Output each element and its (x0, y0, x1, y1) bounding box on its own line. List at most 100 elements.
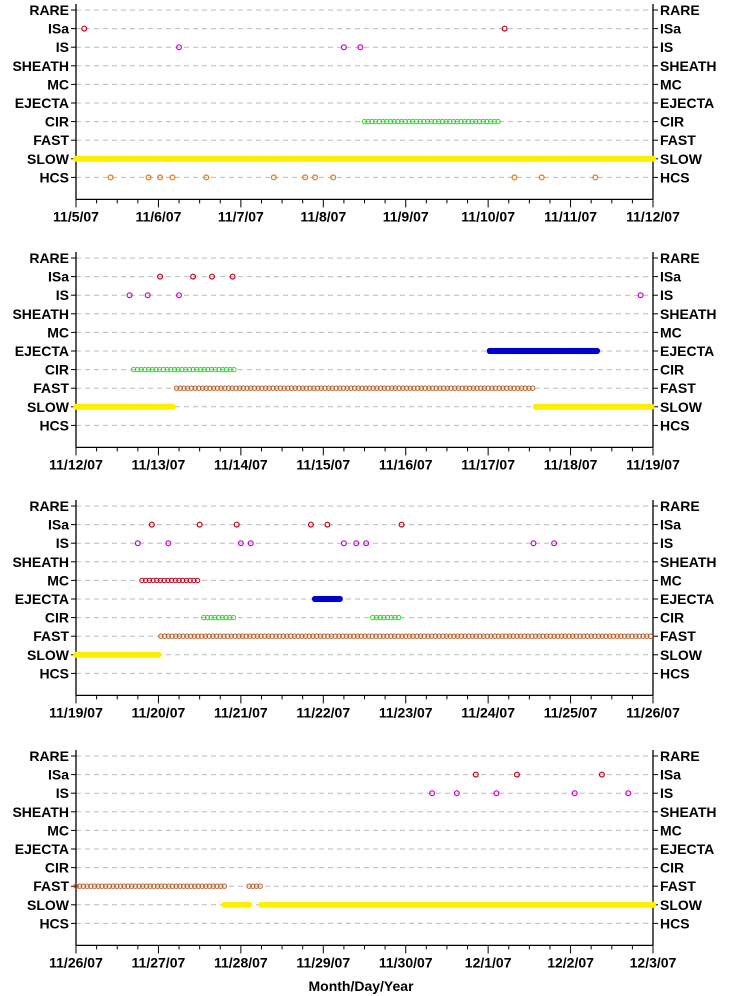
data-point-fast (221, 633, 227, 639)
data-point-fast (88, 883, 94, 889)
data-point-ejecta (336, 595, 343, 603)
data-point-fast (429, 385, 436, 391)
data-point-fast (77, 883, 83, 889)
data-point-fast (470, 385, 477, 391)
data-point-fast (454, 633, 461, 639)
x-tick-label: 11/16/07 (379, 456, 433, 472)
data-point-fast (224, 633, 231, 639)
data-point-cir (156, 366, 163, 373)
data-point-fast (422, 385, 428, 391)
data-point-fast (373, 633, 379, 639)
data-point-fast (547, 633, 554, 639)
left-y-tick-label: FAST (33, 380, 69, 396)
data-point-fast (433, 385, 439, 391)
data-point-fast (251, 385, 258, 391)
right-y-tick-label: SHEATH (660, 306, 717, 322)
data-point-fast (359, 385, 365, 391)
data-point-fast (529, 633, 535, 639)
left-y-tick-label: MC (47, 324, 69, 340)
right-y-tick-label: RARE (660, 250, 700, 266)
data-point-mc (191, 577, 197, 584)
data-point-fast (540, 633, 546, 639)
data-point-cir (487, 118, 494, 125)
data-point-fast (288, 633, 294, 639)
data-point-cir (230, 614, 237, 621)
data-point-isa (229, 273, 236, 280)
data-point-mc (172, 577, 179, 584)
data-point-fast (250, 883, 256, 889)
data-point-cir (134, 366, 141, 373)
data-point-fast (247, 633, 253, 639)
data-point-fast (295, 633, 301, 639)
data-point-cir (219, 614, 226, 621)
data-point-fast (236, 385, 243, 391)
data-point-fast (307, 385, 313, 391)
left-y-tick-label: RARE (29, 2, 69, 18)
data-point-fast (369, 633, 376, 639)
data-point-cir (372, 118, 379, 125)
data-point-fast (218, 385, 224, 391)
data-point-is (340, 44, 347, 51)
data-point-fast (210, 883, 216, 889)
data-point-fast (143, 883, 150, 889)
right-y-tick-label: RARE (660, 498, 700, 514)
data-point-cir (160, 366, 167, 373)
data-point-is (453, 790, 460, 797)
x-tick-label: 11/20/07 (132, 704, 186, 720)
data-point-fast (632, 633, 639, 639)
data-point-fast (621, 633, 628, 639)
data-point-fast (458, 633, 465, 639)
left-y-tick-label: ISa (48, 21, 69, 37)
data-point-fast (280, 633, 287, 639)
data-point-is (571, 790, 578, 797)
data-point-fast (339, 633, 346, 639)
data-point-fast (363, 385, 369, 391)
data-point-cir (171, 366, 178, 373)
data-point-fast (377, 633, 383, 639)
data-point-cir (220, 366, 226, 373)
data-point-is (353, 540, 360, 547)
data-point-fast (466, 385, 473, 391)
data-point-fast (270, 385, 276, 391)
left-y-tick-label: SLOW (27, 399, 70, 415)
data-point-mc (157, 577, 164, 584)
data-point-fast (180, 883, 187, 889)
data-point-fast (644, 633, 650, 639)
data-point-slow (648, 403, 655, 410)
data-point-cir (365, 118, 371, 125)
data-point-cir (131, 366, 137, 373)
data-point-cir (197, 366, 204, 373)
data-point-fast (151, 883, 157, 889)
data-point-fast (414, 633, 420, 639)
data-point-fast (184, 385, 191, 391)
right-y-tick-label: ISa (660, 269, 681, 285)
left-y-tick-label: EJECTA (15, 95, 69, 111)
left-y-tick-label: ISa (48, 767, 69, 783)
data-point-fast (577, 633, 583, 639)
left-y-tick-label: HCS (39, 169, 69, 185)
data-point-cir (421, 118, 427, 125)
data-point-cir (396, 614, 402, 621)
data-point-fast (384, 633, 390, 639)
data-point-cir (142, 366, 148, 373)
data-point-fast (313, 633, 320, 639)
data-point-cir (201, 614, 207, 621)
data-point-cir (432, 118, 438, 125)
data-point-fast (222, 385, 228, 391)
right-y-tick-label: CIR (660, 610, 684, 626)
data-point-cir (149, 366, 155, 373)
data-point-fast (500, 385, 506, 391)
data-point-is (247, 540, 254, 547)
panel-3: RARE RARE ISa ISa IS IS SHEATH SHEATH MC MC EJECTA… (12, 498, 716, 720)
x-tick-label: 11/7/07 (218, 208, 264, 224)
data-point-fast (452, 385, 458, 391)
right-y-tick-label: MC (660, 572, 682, 588)
data-point-fast (262, 385, 269, 391)
data-point-fast (99, 883, 105, 889)
data-point-cir (201, 366, 207, 373)
x-tick-label: 11/26/07 (626, 704, 680, 720)
data-point-cir (145, 366, 152, 373)
data-point-fast (173, 883, 179, 889)
right-y-tick-label: SLOW (660, 647, 703, 663)
data-point-cir (473, 118, 479, 125)
